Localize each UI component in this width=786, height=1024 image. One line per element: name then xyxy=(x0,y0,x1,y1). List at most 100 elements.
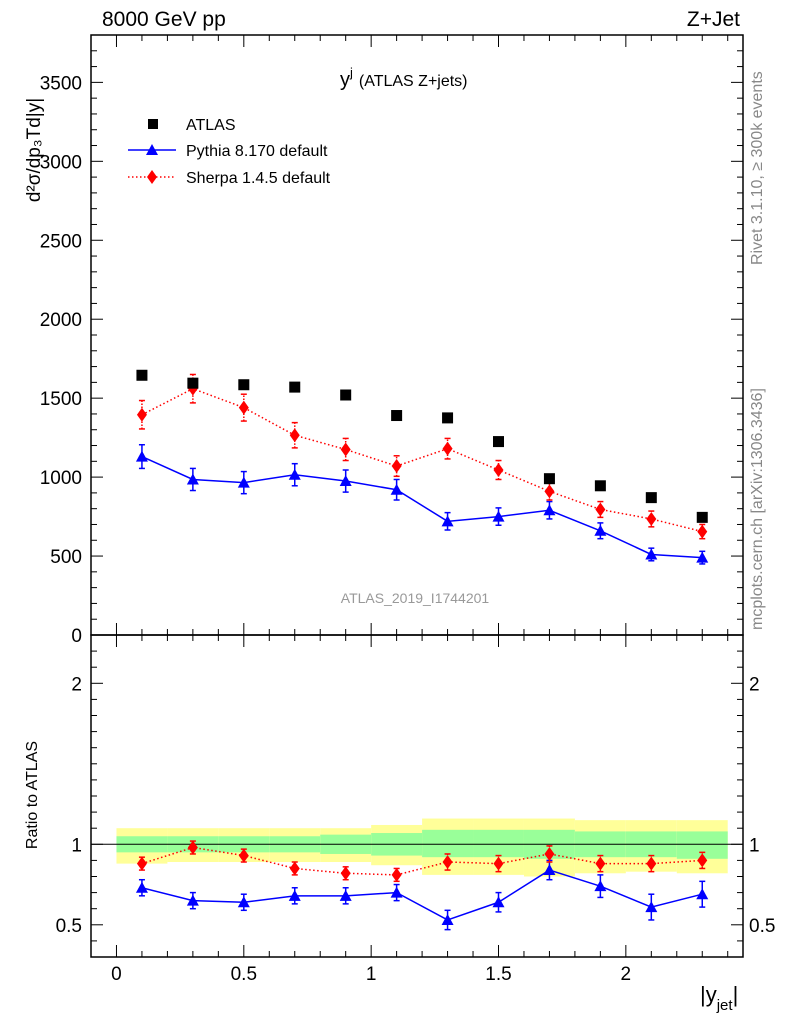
y-tick-label-ratio-right: 0.5 xyxy=(749,916,775,937)
y-axis-label-ratio: Ratio to ATLAS xyxy=(24,741,41,849)
pythia-ratio-point xyxy=(186,894,199,906)
y-tick-label-ratio-left: 2 xyxy=(71,674,82,695)
sherpa-ratio-point xyxy=(544,846,555,861)
sherpa-point xyxy=(595,502,606,517)
y-tick-label-ratio-left: 1 xyxy=(71,835,82,856)
pythia-line xyxy=(141,455,703,559)
y-axis-label-main: d²σ/dp₃Td|y| xyxy=(24,98,45,202)
sherpa-point xyxy=(544,484,555,499)
sherpa-ratio-point xyxy=(391,867,402,882)
pythia-ratio-point xyxy=(543,864,556,876)
sherpa-line xyxy=(141,387,703,533)
pythia-ratio-point xyxy=(492,896,505,908)
y-tick-label-main: 500 xyxy=(50,547,82,568)
rivet-label: Rivet 3.1.10, ≥ 300k events xyxy=(749,71,766,265)
atlas-point xyxy=(543,473,555,485)
legend: ATLAS Pythia 8.170 default Sherpa 1.4.5 … xyxy=(128,117,331,187)
band-green xyxy=(473,829,524,858)
atlas-point xyxy=(391,410,403,422)
legend-sherpa-label: Sherpa 1.4.5 default xyxy=(186,170,331,187)
watermark: ATLAS_2019_I1744201 xyxy=(341,590,490,606)
pythia-ratio-point xyxy=(696,888,709,900)
pythia-ratio-point xyxy=(390,886,403,898)
pythia-point xyxy=(492,510,505,522)
legend-atlas-marker xyxy=(148,119,158,129)
pythia-point xyxy=(390,483,403,495)
atlas-point xyxy=(187,377,199,389)
sherpa-ratio-point xyxy=(136,856,147,871)
axis-ticks xyxy=(90,34,743,957)
x-axis-label: |yjet| xyxy=(700,982,738,1014)
sherpa-ratio-point xyxy=(595,856,606,871)
legend-pythia-label: Pythia 8.170 default xyxy=(186,143,328,160)
legend-pythia-marker xyxy=(146,144,158,155)
ratio-bands xyxy=(116,818,728,877)
pythia-point xyxy=(339,475,352,487)
x-axis-label-close: | xyxy=(733,982,739,1007)
atlas-point xyxy=(340,389,352,401)
x-axis-label-main: |y xyxy=(700,982,717,1007)
pythia-point xyxy=(645,548,658,560)
plot-title: yj (ATLAS Z+jets) xyxy=(340,65,468,91)
pythia-point xyxy=(288,468,301,480)
pythia-ratio-point xyxy=(237,896,250,908)
legend-sherpa-marker xyxy=(147,170,157,184)
x-tick-label: 0.5 xyxy=(231,964,257,985)
pythia-point xyxy=(441,515,454,527)
atlas-point xyxy=(289,381,301,393)
sherpa-ratio-point xyxy=(289,861,300,876)
y-tick-label-main: 0 xyxy=(71,626,82,647)
sherpa-ratio-point xyxy=(442,855,453,870)
sherpa-ratio-point xyxy=(697,853,708,868)
pythia-point xyxy=(543,504,556,516)
x-tick-label: 0 xyxy=(111,964,122,985)
legend-atlas-label: ATLAS xyxy=(186,117,236,134)
y-tick-label-main: 2000 xyxy=(40,310,82,331)
sherpa-point xyxy=(442,441,453,456)
sherpa-ratio-point xyxy=(646,856,657,871)
sherpa-point xyxy=(136,407,147,422)
sherpa-point xyxy=(646,511,657,526)
pythia-ratio-point xyxy=(441,913,454,925)
mcplots-label: mcplots.cern.ch [arXiv:1306.3436] xyxy=(749,388,766,630)
header-left-title: 8000 GeV pp xyxy=(102,8,226,31)
pythia-point xyxy=(135,450,148,462)
x-tick-label: 1 xyxy=(366,964,377,985)
atlas-point xyxy=(136,369,148,381)
x-axis-label-sub: jet xyxy=(716,997,734,1014)
y-tick-label-main: 1500 xyxy=(40,389,82,410)
sherpa-ratio-point xyxy=(187,840,198,855)
y-tick-label-main: 1000 xyxy=(40,468,82,489)
sherpa-point xyxy=(238,400,249,415)
sherpa-point xyxy=(493,463,504,477)
sherpa-ratio-point xyxy=(238,848,249,863)
pythia-point xyxy=(186,473,199,485)
sherpa-ratio-line xyxy=(141,846,703,876)
pythia-ratio-point xyxy=(645,901,658,913)
pythia-point xyxy=(696,551,709,563)
axis-tick-labels: 0 0.5 1 1.5 2 0 500 1000 1500 2000 2500 3000 3500 0.5… xyxy=(40,73,776,985)
y-tick-label-main: 3000 xyxy=(40,152,82,173)
y-tick-label-main: 3500 xyxy=(40,73,82,94)
series-layer xyxy=(135,369,709,931)
sherpa-point xyxy=(340,442,351,457)
sherpa-point xyxy=(697,524,708,539)
atlas-point xyxy=(696,511,708,523)
ratio-panel-frame xyxy=(90,634,744,958)
plot-title-suffix: (ATLAS Z+jets) xyxy=(359,73,468,90)
pythia-ratio-point xyxy=(339,889,352,901)
atlas-point xyxy=(442,412,454,424)
plot-title-sup: j xyxy=(349,65,353,80)
atlas-point xyxy=(645,492,657,504)
pythia-ratio-line xyxy=(141,869,703,921)
pythia-ratio-point xyxy=(594,880,607,892)
sherpa-ratio-point xyxy=(493,856,504,871)
band-green xyxy=(422,829,474,858)
plot-title-var: y xyxy=(340,69,350,91)
sherpa-point xyxy=(289,428,300,443)
atlas-point xyxy=(238,379,250,391)
header-right-title: Z+Jet xyxy=(686,8,740,31)
sherpa-ratio-point xyxy=(340,866,351,881)
pythia-ratio-point xyxy=(288,889,301,901)
pythia-ratio-point xyxy=(135,881,148,893)
